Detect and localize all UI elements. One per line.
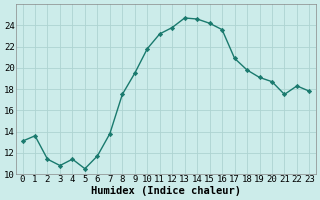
X-axis label: Humidex (Indice chaleur): Humidex (Indice chaleur) — [91, 186, 241, 196]
